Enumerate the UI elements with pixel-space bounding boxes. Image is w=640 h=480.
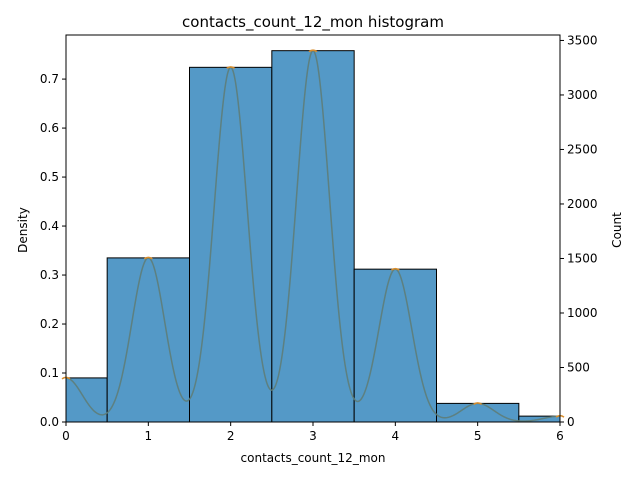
x-tick-label-4: 4 <box>392 429 400 443</box>
right-y-tick-label-7: 3500 <box>567 33 598 47</box>
histogram-bar-1 <box>106 257 190 423</box>
histogram-bar-2 <box>189 66 273 423</box>
left-y-axis-ticks: 0.0 0.1 0.2 0.3 0.4 0.5 0.6 0.7 <box>40 72 66 429</box>
right-y-tick-label-2: 1000 <box>567 306 598 320</box>
left-y-axis-label: Density <box>16 207 30 253</box>
right-y-tick-label-5: 2500 <box>567 142 598 156</box>
left-y-tick-label-7: 0.7 <box>40 72 59 86</box>
right-y-tick-label-6: 3000 <box>567 88 598 102</box>
histogram-bar-5 <box>436 402 520 423</box>
left-y-tick-label-0: 0.0 <box>40 415 59 429</box>
left-y-tick-label-1: 0.1 <box>40 366 59 380</box>
histogram-bar-3 <box>271 50 355 423</box>
kde-peak-5 <box>473 402 483 406</box>
right-y-axis-ticks: 0 500 1000 1500 2000 2500 3000 3500 <box>560 33 598 429</box>
x-axis-ticks: 0 1 2 3 4 5 6 <box>62 422 564 443</box>
right-y-axis-label: Count <box>610 212 624 248</box>
left-y-tick-label-4: 0.4 <box>40 219 59 233</box>
x-tick-label-2: 2 <box>227 429 235 443</box>
x-tick-label-0: 0 <box>62 429 70 443</box>
right-y-tick-label-4: 2000 <box>567 197 598 211</box>
x-tick-label-5: 5 <box>474 429 482 443</box>
kde-peak-3 <box>308 49 318 53</box>
kde-peak-1 <box>143 256 153 260</box>
chart-title: contacts_count_12_mon histogram <box>182 13 444 32</box>
left-y-tick-label-3: 0.3 <box>40 268 59 282</box>
kde-peak-2 <box>226 66 236 69</box>
left-y-tick-label-2: 0.2 <box>40 317 59 331</box>
kde-peak-4 <box>390 267 400 271</box>
x-tick-label-6: 6 <box>556 429 564 443</box>
bars-layer <box>65 50 561 423</box>
right-y-tick-label-3: 1500 <box>567 251 598 265</box>
x-axis-label: contacts_count_12_mon <box>241 451 386 465</box>
x-tick-label-1: 1 <box>145 429 153 443</box>
right-y-tick-label-1: 500 <box>567 360 590 374</box>
x-tick-label-3: 3 <box>309 429 317 443</box>
left-y-tick-label-5: 0.5 <box>40 170 59 184</box>
histogram-bar-4 <box>353 268 437 423</box>
left-y-tick-label-6: 0.6 <box>40 121 59 135</box>
right-y-tick-label-0: 0 <box>567 415 575 429</box>
